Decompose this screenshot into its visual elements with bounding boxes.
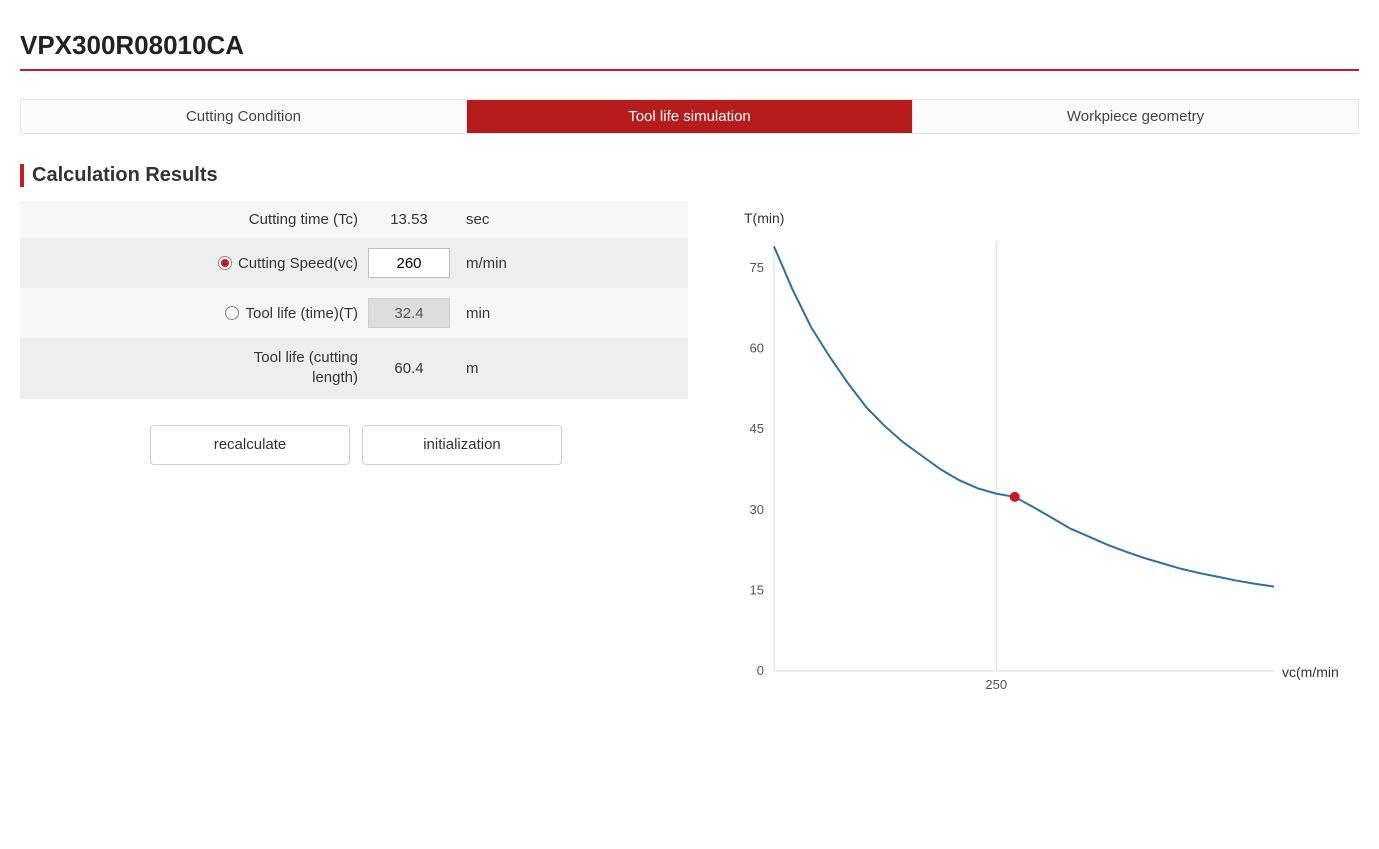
chart-y-tick: 75 (750, 260, 764, 275)
tab-tool-life-simulation[interactable]: Tool life simulation (467, 100, 913, 133)
tool-life-length-label-2: length) (254, 368, 358, 388)
chart-y-title: T(min) (744, 210, 784, 226)
chart-x-title: vc(m/min) (1282, 664, 1338, 680)
tool-life-time-label: Tool life (time)(T) (245, 305, 358, 322)
tool-life-chart: T(min) vc(m/min) 0 15 30 45 60 75 250 vc=260(m/mi… (718, 201, 1338, 761)
chart-marker (1010, 492, 1020, 502)
recalculate-button[interactable]: recalculate (150, 425, 350, 465)
row-cutting-speed: Cutting Speed(vc) m/min (20, 238, 688, 288)
content-row: Cutting time (Tc) 13.53 sec Cutting Spee… (20, 201, 1359, 761)
chart-caption: vc=260(m/min) / T=32.4(min) (60.4(m)) (778, 720, 1020, 736)
cutting-speed-unit: m/min (450, 255, 507, 272)
tool-life-length-unit: m (450, 360, 479, 377)
tab-cutting-condition[interactable]: Cutting Condition (21, 100, 467, 133)
chart-y-tick: 30 (750, 502, 764, 517)
row-tool-life-length: Tool life (cutting length) 60.4 m (20, 338, 688, 399)
cutting-speed-radio[interactable]: Cutting Speed(vc) (218, 255, 358, 272)
section-title: Calculation Results (20, 164, 1359, 187)
title-underline (20, 69, 1359, 71)
chart-panel: T(min) vc(m/min) 0 15 30 45 60 75 250 vc=260(m/mi… (718, 201, 1359, 761)
tabs: Cutting Condition Tool life simulation W… (20, 99, 1359, 134)
tool-life-time-radio[interactable]: Tool life (time)(T) (225, 305, 358, 322)
chart-curve (774, 246, 1274, 586)
row-cutting-time: Cutting time (Tc) 13.53 sec (20, 201, 688, 238)
tab-workpiece-geometry[interactable]: Workpiece geometry (913, 100, 1358, 133)
initialization-button[interactable]: initialization (362, 425, 562, 465)
radio-icon (218, 256, 232, 270)
chart-y-tick: 60 (750, 341, 764, 356)
chart-y-tick: 0 (757, 663, 764, 678)
chart-y-tick: 45 (750, 421, 764, 436)
cutting-speed-input[interactable] (368, 248, 450, 278)
page-title: VPX300R08010CA (20, 30, 1359, 61)
cutting-time-unit: sec (450, 211, 489, 228)
radio-icon (225, 306, 239, 320)
cutting-time-value: 13.53 (368, 211, 450, 228)
tool-life-time-input (368, 298, 450, 328)
button-row: recalculate initialization (150, 425, 688, 465)
tool-life-time-unit: min (450, 305, 490, 322)
cutting-time-label: Cutting time (Tc) (28, 211, 368, 228)
row-tool-life-time: Tool life (time)(T) min (20, 288, 688, 338)
chart-y-tick: 15 (750, 582, 764, 597)
cutting-speed-label: Cutting Speed(vc) (238, 255, 358, 272)
results-panel: Cutting time (Tc) 13.53 sec Cutting Spee… (20, 201, 688, 465)
tool-life-length-label-1: Tool life (cutting (254, 348, 358, 368)
tool-life-length-value: 60.4 (368, 360, 450, 377)
tool-life-length-label: Tool life (cutting length) (254, 348, 358, 389)
chart-x-tick: 250 (985, 677, 1007, 692)
